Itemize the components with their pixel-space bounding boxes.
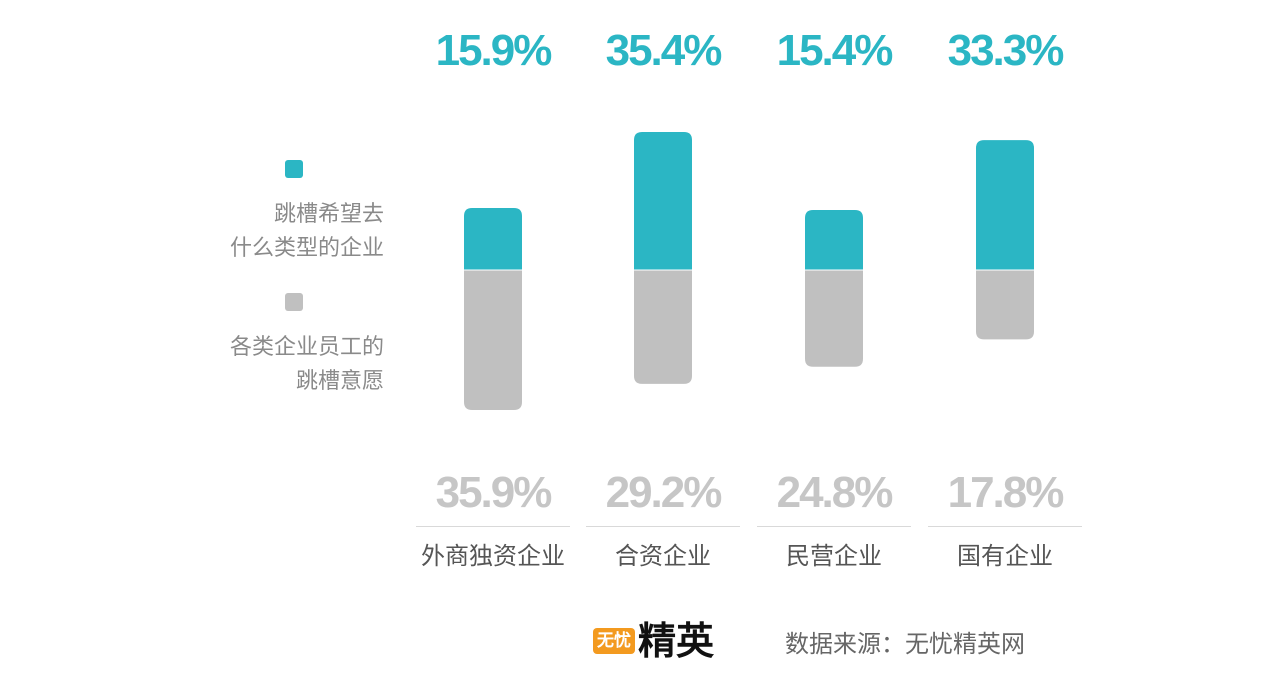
bar-gray-0 [464,270,522,411]
bar-gray-2 [805,270,863,367]
legend-label-gray-line2: 跳槽意愿 [295,369,384,394]
category-label-0: 外商独资企业 [421,542,565,570]
gray-value-label-3: 17.8% [947,468,1065,517]
teal-value-label-2: 15.4% [776,26,894,75]
logo-box: 无忧 [593,628,635,654]
gray-value-label-1: 29.2% [605,468,723,517]
bar-teal-1 [634,131,692,270]
gray-value-label-0: 35.9% [435,468,553,517]
legend-label-teal: 跳槽希望去 什么类型的企业 [184,198,384,266]
teal-value-label-0: 15.9% [435,26,553,75]
legend-label-teal-line1: 跳槽希望去 [273,202,384,227]
category-divider-2 [757,526,911,527]
bar-teal-3 [976,140,1034,270]
teal-value-label-1: 35.4% [605,26,723,75]
brand-logo: 无忧 精英 [593,618,714,664]
legend-label-gray-line1: 各类企业员工的 [229,335,384,360]
category-label-3: 国有企业 [957,542,1053,570]
category-label-2: 民营企业 [786,542,882,570]
category-label-1: 合资企业 [615,542,711,570]
legend-swatch-gray [285,293,303,311]
data-source: 数据来源：无忧精英网 [785,630,1025,658]
legend-label-teal-line2: 什么类型的企业 [229,236,384,261]
category-divider-1 [586,526,740,527]
legend-swatch-teal [285,160,303,178]
legend-label-gray: 各类企业员工的 跳槽意愿 [184,331,384,399]
gray-value-label-2: 24.8% [776,468,894,517]
category-divider-0 [416,526,570,527]
bar-gray-1 [634,270,692,384]
logo-text: 精英 [638,619,715,663]
bar-teal-2 [805,209,863,270]
bar-gray-3 [976,270,1034,340]
bar-teal-0 [464,207,522,270]
teal-value-label-3: 33.3% [947,26,1065,75]
category-divider-3 [928,526,1082,527]
